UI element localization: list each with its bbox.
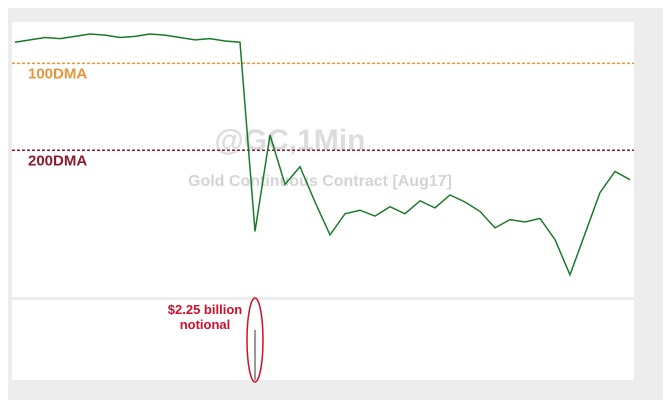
reference-label: 200DMA [28,152,87,169]
annotation: $2.25 billion notional [167,302,243,332]
chart-subtitle: Gold Continuous Contract [Aug17] [188,173,452,190]
chart-title: @GC,1Min [215,124,366,157]
price-line [14,33,631,277]
highlight-ellipse [246,297,264,383]
volume-panel [12,300,634,380]
reference-label: 100DMA [28,65,87,82]
price-panel [12,22,634,297]
